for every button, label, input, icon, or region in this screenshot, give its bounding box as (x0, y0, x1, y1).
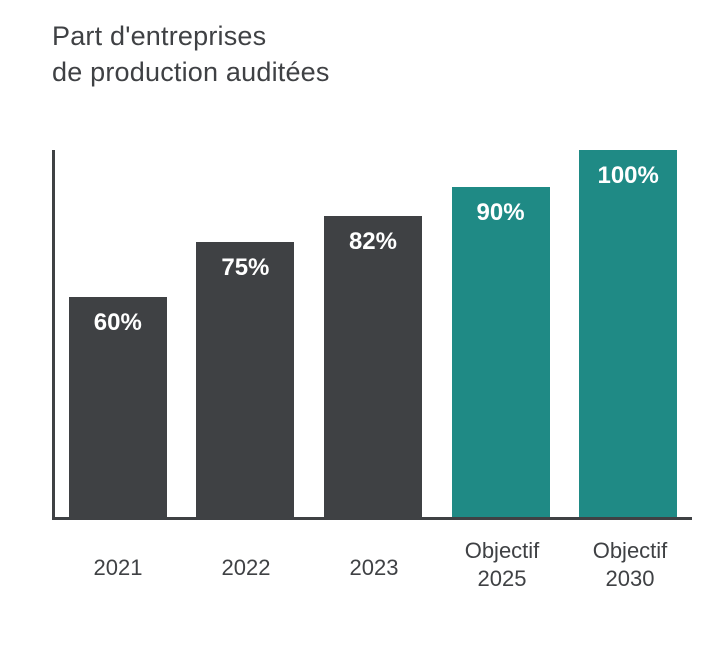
bar-value-label: 90% (477, 187, 525, 227)
x-axis-label: 2023 (310, 555, 438, 581)
bars-group: 60% 75% 82% 90% 100% (52, 150, 692, 517)
bar: 90% (452, 187, 550, 517)
bar-value-label: 75% (221, 242, 269, 282)
x-axis-labels: 202120222023Objectif 2025Objectif 2030 (52, 525, 692, 605)
x-axis-label: 2021 (54, 555, 182, 581)
x-axis (52, 517, 692, 520)
bar-slot: 90% (437, 187, 565, 517)
bar-slot: 75% (182, 242, 310, 517)
bar-value-label: 60% (94, 297, 142, 337)
x-axis-label: Objectif 2025 (438, 537, 566, 592)
bar: 82% (324, 216, 422, 517)
x-axis-label: Objectif 2030 (566, 537, 694, 592)
chart-container: Part d'entreprisesde production auditées… (0, 0, 728, 650)
x-axis-label: 2022 (182, 555, 310, 581)
bar-slot: 100% (564, 150, 692, 517)
bar: 60% (69, 297, 167, 517)
chart-plot-area: 60% 75% 82% 90% 100% (52, 150, 692, 520)
bar: 75% (196, 242, 294, 517)
bar: 100% (579, 150, 677, 517)
bar-slot: 82% (309, 216, 437, 517)
bar-slot: 60% (54, 297, 182, 517)
chart-title: Part d'entreprisesde production auditées (52, 18, 330, 91)
bar-value-label: 82% (349, 216, 397, 256)
bar-value-label: 100% (597, 150, 658, 190)
